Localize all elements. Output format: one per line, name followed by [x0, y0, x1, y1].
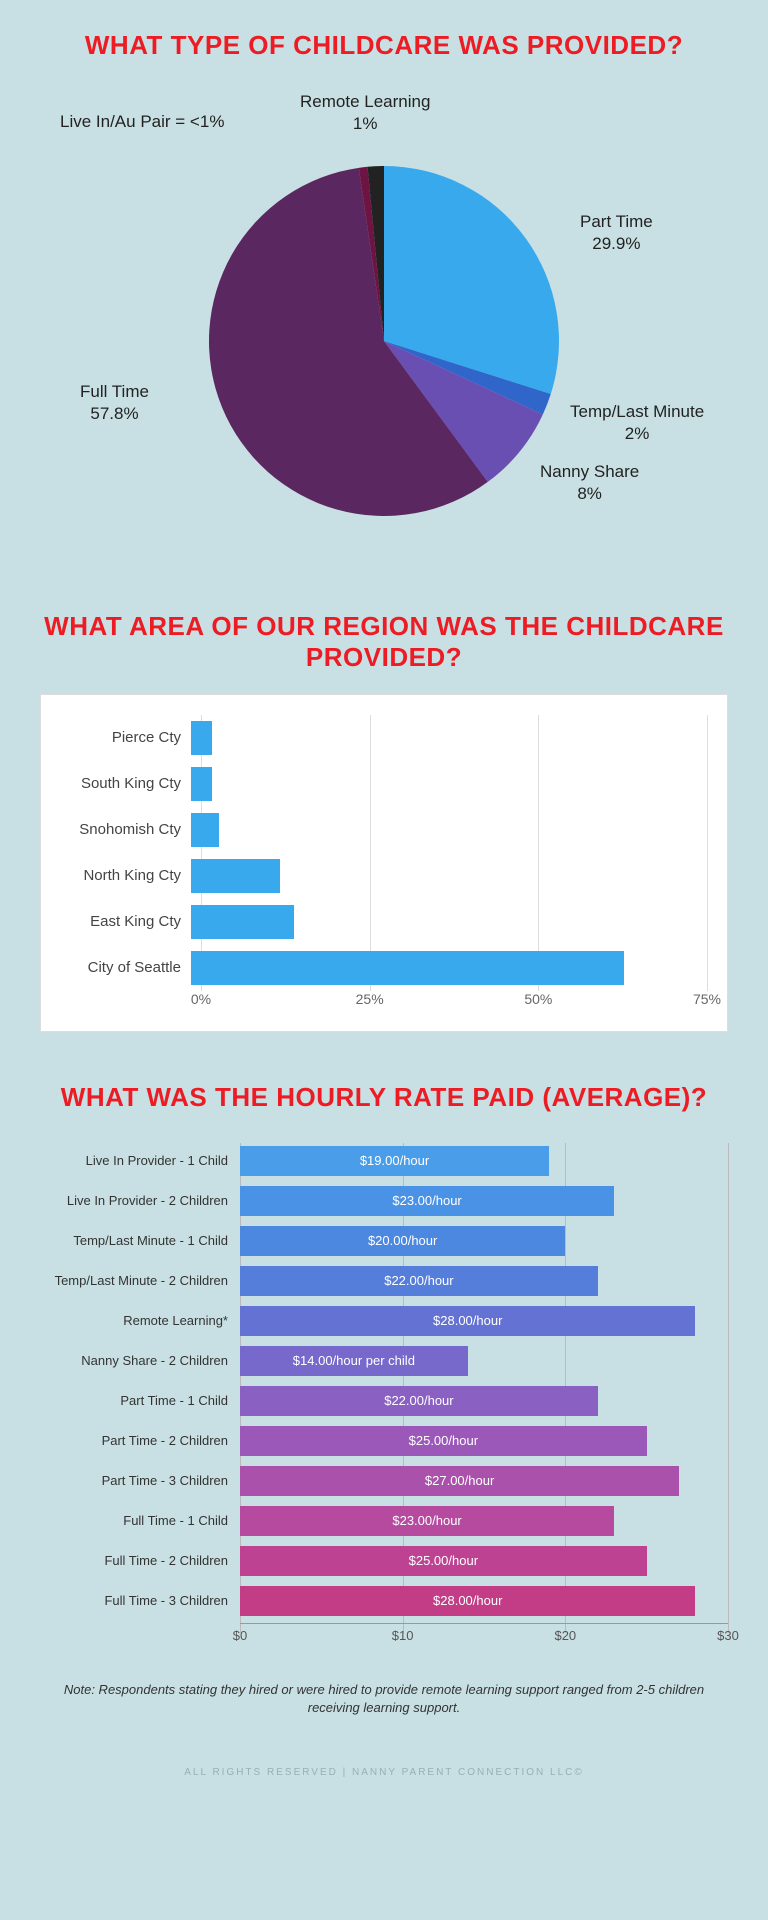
rate-bar: $19.00/hour — [240, 1146, 549, 1176]
rate-bar: $22.00/hour — [240, 1386, 598, 1416]
rate-label: Part Time - 3 Children — [40, 1473, 240, 1488]
rate-label: Live In Provider - 2 Children — [40, 1193, 240, 1208]
rate-axis: $0$10$20$30 — [240, 1623, 728, 1653]
rate-bar: $27.00/hour — [240, 1466, 679, 1496]
region-label: South King Cty — [51, 775, 191, 792]
region-label: East King Cty — [51, 913, 191, 930]
rate-row: Nanny Share - 2 Children$14.00/hour per … — [40, 1343, 728, 1379]
rate-bar: $28.00/hour — [240, 1586, 695, 1616]
pie-label: Temp/Last Minute2% — [570, 401, 704, 445]
pie-label: Nanny Share8% — [540, 461, 639, 505]
region-bar — [191, 951, 624, 985]
rate-label: Part Time - 2 Children — [40, 1433, 240, 1448]
region-row: East King Cty — [51, 899, 707, 945]
rate-row: Full Time - 3 Children$28.00/hour — [40, 1583, 728, 1619]
pie-section: WHAT TYPE OF CHILDCARE WAS PROVIDED? Par… — [40, 30, 728, 561]
region-label: Pierce Cty — [51, 729, 191, 746]
rate-row: Temp/Last Minute - 2 Children$22.00/hour — [40, 1263, 728, 1299]
rate-bar: $20.00/hour — [240, 1226, 565, 1256]
rate-label: Remote Learning* — [40, 1313, 240, 1328]
region-row: Pierce Cty — [51, 715, 707, 761]
region-bar — [191, 813, 219, 847]
rate-label: Full Time - 1 Child — [40, 1513, 240, 1528]
rate-row: Part Time - 1 Child$22.00/hour — [40, 1383, 728, 1419]
rate-chart: Live In Provider - 1 Child$19.00/hourLiv… — [40, 1133, 728, 1663]
region-tick: 75% — [693, 991, 721, 1007]
footer-text: ALL RIGHTS RESERVED | NANNY PARENT CONNE… — [40, 1767, 728, 1778]
rate-label: Temp/Last Minute - 2 Children — [40, 1273, 240, 1288]
rate-label: Full Time - 2 Children — [40, 1553, 240, 1568]
region-bar — [191, 905, 294, 939]
rate-row: Full Time - 1 Child$23.00/hour — [40, 1503, 728, 1539]
region-label: City of Seattle — [51, 959, 191, 976]
region-label: Snohomish Cty — [51, 821, 191, 838]
rate-row: Part Time - 2 Children$25.00/hour — [40, 1423, 728, 1459]
region-bar — [191, 721, 212, 755]
region-row: South King Cty — [51, 761, 707, 807]
rate-bar: $22.00/hour — [240, 1266, 598, 1296]
region-row: City of Seattle — [51, 945, 707, 991]
region-tick: 25% — [356, 991, 384, 1007]
rate-row: Live In Provider - 1 Child$19.00/hour — [40, 1143, 728, 1179]
pie-label: Live In/Au Pair = <1% — [60, 111, 224, 133]
region-bar — [191, 859, 280, 893]
rate-label: Nanny Share - 2 Children — [40, 1353, 240, 1368]
rate-label: Live In Provider - 1 Child — [40, 1153, 240, 1168]
region-row: Snohomish Cty — [51, 807, 707, 853]
pie-chart: Part Time29.9% Temp/Last Minute2% Nanny Sh… — [40, 81, 728, 561]
rate-note: Note: Respondents stating they hired or … — [40, 1681, 728, 1717]
region-axis: 0%25%50%75% — [201, 991, 707, 1021]
region-row: North King Cty — [51, 853, 707, 899]
region-bar — [191, 767, 212, 801]
rate-bar: $25.00/hour — [240, 1546, 647, 1576]
rate-tick: $20 — [554, 1628, 576, 1643]
rate-bar: $14.00/hour per child — [240, 1346, 468, 1376]
rate-bar: $23.00/hour — [240, 1506, 614, 1536]
rate-tick: $30 — [717, 1628, 739, 1643]
rate-bar: $23.00/hour — [240, 1186, 614, 1216]
rate-row: Full Time - 2 Children$25.00/hour — [40, 1543, 728, 1579]
rate-tick: $0 — [233, 1628, 247, 1643]
pie-title: WHAT TYPE OF CHILDCARE WAS PROVIDED? — [40, 30, 728, 61]
pie-label: Full Time57.8% — [80, 381, 149, 425]
region-label: North King Cty — [51, 867, 191, 884]
rate-title: WHAT WAS THE HOURLY RATE PAID (AVERAGE)? — [40, 1082, 728, 1113]
rate-section: WHAT WAS THE HOURLY RATE PAID (AVERAGE)?… — [40, 1082, 728, 1718]
rate-row: Live In Provider - 2 Children$23.00/hour — [40, 1183, 728, 1219]
rate-tick: $10 — [392, 1628, 414, 1643]
rate-row: Remote Learning*$28.00/hour — [40, 1303, 728, 1339]
rate-bar: $25.00/hour — [240, 1426, 647, 1456]
region-chart: Pierce Cty South King Cty Snohomish Cty Nor… — [40, 694, 728, 1032]
region-section: WHAT AREA OF OUR REGION WAS THE CHILDCAR… — [40, 611, 728, 1031]
rate-row: Temp/Last Minute - 1 Child$20.00/hour — [40, 1223, 728, 1259]
region-title: WHAT AREA OF OUR REGION WAS THE CHILDCAR… — [40, 611, 728, 673]
rate-bar: $28.00/hour — [240, 1306, 695, 1336]
rate-label: Temp/Last Minute - 1 Child — [40, 1233, 240, 1248]
rate-label: Full Time - 3 Children — [40, 1593, 240, 1608]
pie-label: Remote Learning1% — [300, 91, 430, 135]
pie-label: Part Time29.9% — [580, 211, 653, 255]
region-tick: 50% — [524, 991, 552, 1007]
rate-label: Part Time - 1 Child — [40, 1393, 240, 1408]
rate-row: Part Time - 3 Children$27.00/hour — [40, 1463, 728, 1499]
region-tick: 0% — [191, 991, 211, 1007]
